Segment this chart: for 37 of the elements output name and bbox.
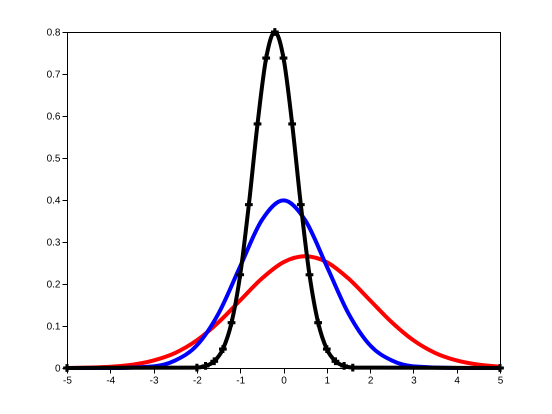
y-tick-label: 0.4 [46, 196, 61, 206]
point [296, 200, 305, 208]
y-tick-label: 0.6 [46, 112, 61, 122]
x-tick-label: 4 [454, 376, 460, 386]
point [228, 318, 236, 327]
point [236, 270, 244, 279]
y-tick-label: 0.7 [46, 70, 61, 80]
x-tick-label: 0 [281, 376, 288, 386]
point [210, 357, 218, 366]
point [288, 120, 296, 128]
y-tick-label: 0.3 [46, 238, 61, 248]
x-tick-label: -2 [192, 376, 202, 386]
x-tick-label: 3 [411, 376, 418, 386]
y-tick-label: 0.8 [46, 28, 61, 38]
point [270, 28, 279, 36]
point [314, 318, 322, 327]
point [244, 200, 253, 208]
x-tick-label: 5 [498, 376, 504, 386]
point [202, 362, 210, 370]
x-tick-label: -4 [106, 376, 116, 386]
y-tick-label: 0.5 [46, 154, 61, 164]
y-tick-label: 0.2 [46, 280, 61, 290]
x-tick-label: -5 [63, 376, 72, 386]
point [306, 270, 314, 279]
y-tick-label: 0 [54, 364, 61, 374]
x-tick-label: -3 [150, 376, 159, 386]
point [254, 120, 262, 128]
point [219, 345, 227, 353]
point [262, 54, 270, 62]
point [280, 54, 288, 62]
y-tick-label: 0.1 [46, 322, 61, 332]
x-tick-label: 1 [324, 376, 331, 386]
point [340, 362, 348, 370]
point [322, 345, 331, 353]
point [332, 357, 340, 366]
x-tick-label: -1 [236, 376, 246, 386]
x-tick-label: 2 [368, 376, 374, 386]
